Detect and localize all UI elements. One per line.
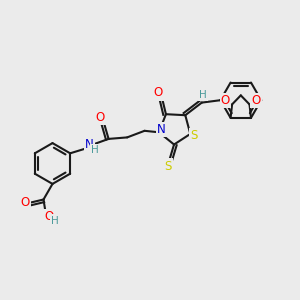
Text: O: O: [251, 94, 261, 107]
Text: O: O: [20, 196, 29, 209]
Text: H: H: [92, 145, 99, 155]
Text: H: H: [200, 90, 207, 100]
Text: H: H: [51, 215, 59, 226]
Text: O: O: [221, 94, 230, 107]
Text: O: O: [44, 210, 53, 223]
Text: O: O: [96, 111, 105, 124]
Text: S: S: [190, 129, 198, 142]
Text: S: S: [164, 160, 172, 172]
Text: O: O: [154, 86, 163, 99]
Text: N: N: [85, 138, 94, 151]
Text: N: N: [157, 123, 166, 136]
